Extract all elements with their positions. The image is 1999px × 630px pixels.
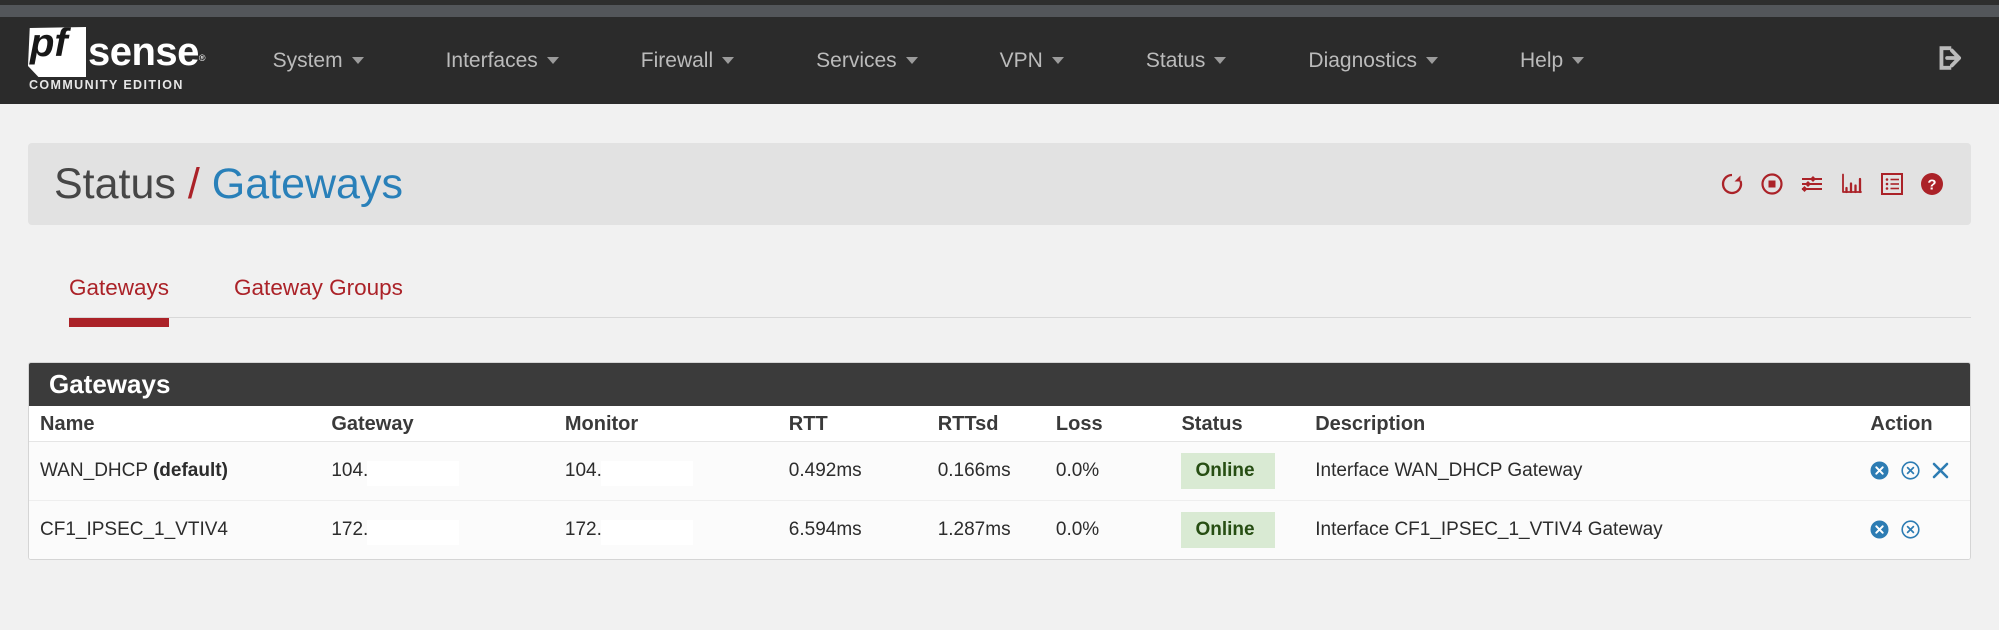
- svg-text:?: ?: [1927, 177, 1936, 194]
